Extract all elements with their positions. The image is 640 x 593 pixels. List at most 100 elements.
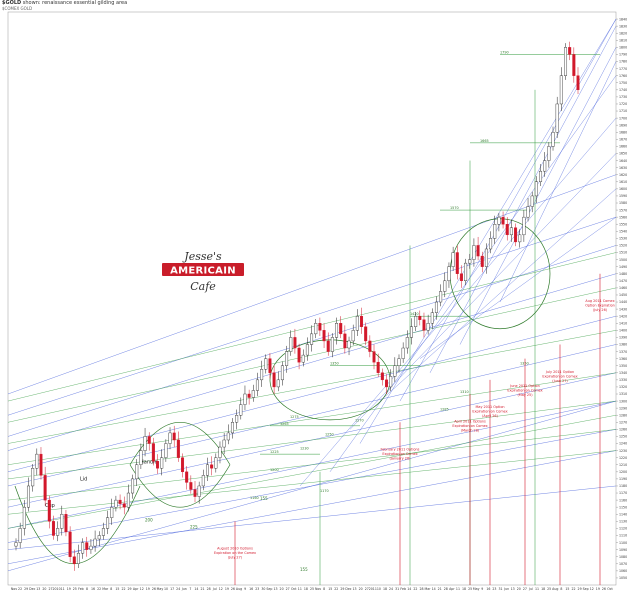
candle-body	[280, 365, 284, 381]
y-tick-label: 1310	[619, 392, 627, 396]
x-tick-label: 26	[602, 587, 606, 591]
candle-body	[526, 206, 530, 218]
candle-body	[189, 482, 193, 490]
y-tick-label: 1610	[619, 180, 627, 184]
y-tick-label: 1770	[619, 67, 627, 71]
candle-body	[551, 132, 555, 147]
x-tick-label: 9	[244, 587, 246, 591]
x-tick-label: 13	[36, 587, 40, 591]
y-tick-label: 1050	[619, 576, 627, 580]
price-level-label: 1665	[480, 139, 489, 143]
pattern-label: Handle	[140, 459, 158, 465]
trend-line	[7, 287, 617, 423]
candle-body	[181, 457, 185, 473]
expiry-annotation: Expiration on Comex	[472, 410, 507, 414]
y-tick-label: 1700	[619, 116, 627, 120]
x-tick-label: 25	[547, 587, 551, 591]
channel-line	[349, 153, 617, 430]
y-tick-label: 1600	[619, 187, 627, 191]
candle-body	[397, 358, 401, 366]
x-tick-label: 16	[486, 587, 490, 591]
x-tick-label: 20	[42, 587, 46, 591]
candle-body	[385, 379, 389, 388]
candle-body	[251, 390, 255, 398]
candle-body	[351, 330, 355, 342]
candle-body	[64, 514, 68, 533]
y-tick-label: 1460	[619, 286, 627, 290]
candle-body	[434, 301, 438, 313]
candle-body	[185, 471, 189, 483]
trend-line	[7, 429, 617, 543]
price-level-label: 1270	[355, 418, 364, 422]
expiry-annotation: July 2011 Option	[545, 370, 574, 374]
y-tick-label: 1260	[619, 428, 627, 432]
expiry-annotation: (July 26)	[593, 308, 608, 312]
y-tick-label: 1390	[619, 336, 627, 340]
candle-body	[168, 432, 172, 444]
trend-line	[7, 252, 617, 402]
y-tick-label: 1350	[619, 364, 627, 368]
x-tick-label: Nov	[11, 587, 17, 591]
y-tick-label: 1330	[619, 378, 627, 382]
y-tick-label: 1760	[619, 74, 627, 78]
y-tick-label: 1720	[619, 102, 627, 106]
x-tick-label: 22	[334, 587, 338, 591]
x-tick-label: Jun	[503, 587, 509, 591]
x-tick-label: 18	[383, 587, 387, 591]
expiry-annotation: June 2011 Option	[509, 384, 539, 388]
expiry-annotation: Expiration on Comex	[507, 388, 542, 392]
measure-label: 155	[260, 496, 268, 501]
y-tick-label: 1800	[619, 46, 627, 50]
candle-body	[576, 75, 580, 91]
candle-body	[372, 351, 376, 363]
y-tick-label: 1690	[619, 123, 627, 127]
channel-line	[359, 18, 617, 444]
candle-body	[89, 545, 93, 550]
candle-body	[476, 245, 480, 257]
chart-header: $GOLD shown: renaissance essential gildi…	[2, 0, 127, 6]
x-tick-label: 23	[255, 587, 259, 591]
y-tick-label: 1120	[619, 527, 627, 531]
candle-body	[43, 475, 47, 501]
y-tick-label: 1820	[619, 31, 627, 35]
x-tick-label: 22	[571, 587, 575, 591]
candle-body	[205, 464, 209, 476]
x-tick-label: Jul	[212, 587, 217, 591]
candle-body	[368, 340, 372, 352]
expiry-annotation: Expiration on Comex	[382, 452, 417, 456]
candle-body	[534, 181, 538, 197]
chart-subheader: $COMEX GOLD	[2, 6, 33, 11]
candle-body	[322, 330, 326, 342]
y-tick-label: 1520	[619, 244, 627, 248]
candle-body	[330, 337, 334, 352]
y-tick-label: 1540	[619, 229, 627, 233]
candle-body	[489, 238, 493, 250]
x-tick-label: 24	[389, 587, 393, 591]
channel-line	[299, 117, 617, 487]
expiry-annotation: (July 27)	[228, 556, 243, 560]
y-tick-label: 1470	[619, 279, 627, 283]
y-tick-label: 1230	[619, 449, 627, 453]
x-tick-label: 16	[249, 587, 253, 591]
candle-body	[106, 517, 110, 529]
y-tick-label: 1630	[619, 166, 627, 170]
y-tick-label: 1430	[619, 307, 627, 311]
x-tick-label: 22	[97, 587, 101, 591]
candle-body	[343, 333, 347, 349]
candle-body	[110, 506, 114, 518]
y-tick-label: 1560	[619, 215, 627, 219]
candle-body	[26, 485, 30, 508]
chart-subtitle: shown: renaissance essential gilding are…	[22, 0, 128, 6]
candle-body	[522, 216, 526, 236]
candle-body	[31, 468, 35, 487]
y-tick-label: 1160	[619, 498, 627, 502]
price-level-label: 1225	[270, 450, 279, 454]
trend-line	[7, 273, 617, 451]
x-tick-label: 24	[176, 587, 180, 591]
x-tick-label: 27	[48, 587, 52, 591]
x-tick-label: 11	[298, 587, 302, 591]
candle-body	[22, 506, 26, 529]
y-tick-label: 1200	[619, 470, 627, 474]
x-tick-label: 21	[200, 587, 204, 591]
candle-body	[101, 528, 105, 536]
